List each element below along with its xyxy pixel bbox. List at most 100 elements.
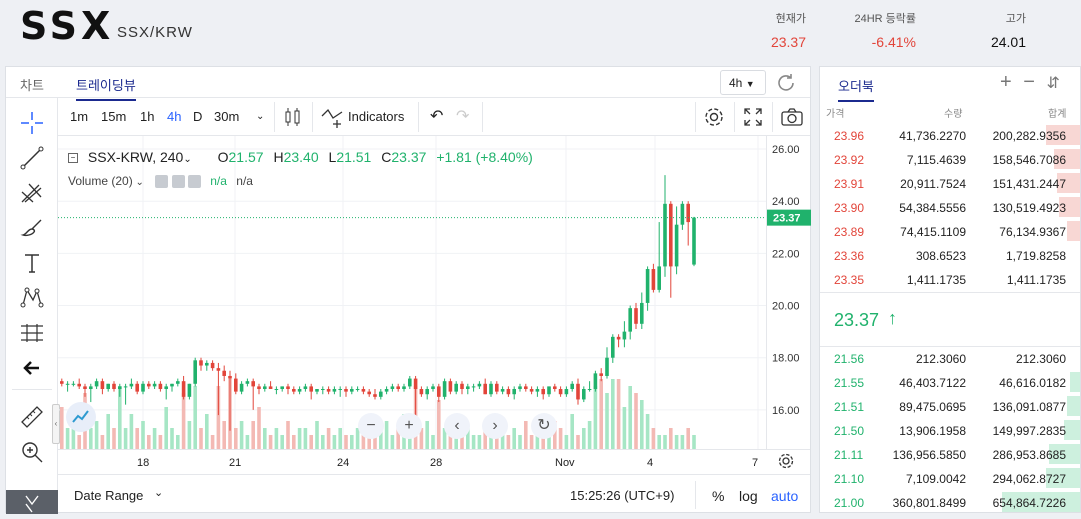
- orderbook-row[interactable]: 23.36 308.6523 1,719.8258: [820, 243, 1080, 267]
- chart-style-icon[interactable]: −: [68, 153, 78, 164]
- volume-bar: [129, 414, 134, 449]
- orderbook-row[interactable]: 21.00 360,801.8499 654,864.7226: [820, 490, 1080, 514]
- tab-chart[interactable]: 차트: [20, 78, 44, 93]
- interval-d[interactable]: D: [193, 109, 203, 124]
- volume-bar: [500, 428, 505, 449]
- auto-toggle[interactable]: auto: [771, 488, 799, 504]
- candlestick-chart[interactable]: [58, 136, 766, 449]
- price-axis[interactable]: 26.00 24.00 22.00 20.00 18.00 16.00 23.37: [766, 136, 811, 449]
- volume-bar: [558, 428, 563, 449]
- orderbook-row[interactable]: 23.35 1,411.1735 1,411.1735: [820, 267, 1080, 291]
- order-qty: 54,384.5556: [899, 201, 966, 215]
- chevron-down-icon[interactable]: ⌄: [132, 177, 144, 188]
- interval-1h[interactable]: 1h: [140, 109, 155, 124]
- scroll-left-button[interactable]: ‹: [444, 413, 470, 439]
- pitchfork-icon[interactable]: [19, 180, 45, 206]
- volume-bar: [303, 428, 308, 449]
- orderbook-title[interactable]: 오더북: [838, 76, 874, 102]
- plus-icon[interactable]: +: [1000, 71, 1012, 93]
- order-total: 1,719.8258: [1005, 249, 1066, 263]
- percent-toggle[interactable]: %: [712, 488, 725, 504]
- chevron-down-icon[interactable]: ⌄: [256, 111, 265, 122]
- candle-body: [129, 383, 134, 387]
- volume-bar: [210, 435, 215, 449]
- candle-body: [239, 383, 244, 392]
- text-tool-icon[interactable]: [19, 250, 45, 276]
- volume-bar: [442, 428, 447, 449]
- orderbook-row[interactable]: 23.96 41,736.2270 200,282.9356: [820, 123, 1080, 147]
- hide-tools-icon[interactable]: [6, 490, 58, 514]
- legend-open: 21.57: [228, 149, 264, 165]
- order-qty: 360,801.8499: [892, 496, 966, 510]
- trendline-icon[interactable]: [19, 145, 45, 171]
- volume-label[interactable]: Volume (20): [68, 174, 133, 188]
- chevron-down-icon[interactable]: ⌄: [183, 154, 192, 165]
- current-price-tag: [767, 209, 811, 226]
- orderbook-row[interactable]: 23.92 7,115.4639 158,546.7086: [820, 147, 1080, 171]
- candle-body: [135, 383, 139, 392]
- interval-1m[interactable]: 1m: [70, 109, 89, 124]
- camera-icon[interactable]: [780, 106, 804, 128]
- orderbook-row[interactable]: 21.10 7,109.0042 294,062.8727: [820, 466, 1080, 490]
- candle-body: [645, 269, 650, 303]
- settings-icon[interactable]: [703, 106, 725, 128]
- pattern-icon[interactable]: [19, 285, 45, 311]
- tab-tradingview[interactable]: 트레이딩뷰: [76, 75, 136, 101]
- interval-30m[interactable]: 30m: [214, 109, 240, 124]
- eye-icon[interactable]: [155, 175, 169, 189]
- crosshair-icon[interactable]: [19, 110, 45, 136]
- chevron-down-icon[interactable]: ⌄: [154, 487, 164, 499]
- ruler-icon[interactable]: [19, 404, 45, 430]
- orderbook-row[interactable]: 21.11 136,956.5850 286,953.8685: [820, 442, 1080, 466]
- gear-icon[interactable]: [171, 175, 185, 189]
- minus-icon[interactable]: −: [1023, 71, 1035, 93]
- orderbook-row[interactable]: 21.50 13,906.1958 149,997.2835: [820, 418, 1080, 442]
- price-tick: 26.00: [772, 144, 800, 156]
- merge-icon[interactable]: ⇵: [1046, 75, 1060, 92]
- orderbook-row[interactable]: 23.90 54,384.5556 130,519.4923: [820, 195, 1080, 219]
- date-range-button[interactable]: Date Range: [74, 488, 144, 503]
- order-qty: 46,403.7122: [899, 376, 966, 390]
- high-stat: 고가 24.01: [980, 10, 1026, 50]
- legend-symbol[interactable]: SSX-KRW, 240: [87, 149, 184, 165]
- reload-icon[interactable]: [776, 72, 796, 92]
- redo-icon[interactable]: ↷: [456, 108, 470, 125]
- chart-panel: 차트 트레이딩뷰 4h ▼: [5, 66, 811, 514]
- interval-select[interactable]: 4h ▼: [720, 70, 766, 95]
- zoom-out-button[interactable]: −: [358, 413, 384, 439]
- candle-body: [506, 389, 511, 395]
- candle-body: [471, 386, 476, 388]
- price-chart[interactable]: [58, 136, 766, 449]
- time-axis[interactable]: 18 21 24 28 Nov 4 7: [58, 449, 810, 474]
- orderbook-row[interactable]: 21.56 212.3060 212.3060: [820, 346, 1080, 370]
- reset-chart-button[interactable]: ↻: [531, 413, 557, 439]
- tradingview-logo-icon[interactable]: [66, 402, 96, 432]
- undo-icon[interactable]: ↶: [430, 108, 444, 125]
- depth-bar: [1002, 492, 1080, 512]
- candle-body: [576, 383, 580, 400]
- collapse-handle-icon[interactable]: ‹: [52, 404, 60, 444]
- orderbook-row[interactable]: 23.89 74,415.1109 76,134.9367: [820, 219, 1080, 243]
- candle-body: [489, 383, 493, 395]
- interval-15m[interactable]: 15m: [101, 109, 127, 124]
- orderbook-row[interactable]: 21.51 89,475.0695 136,091.0877: [820, 394, 1080, 418]
- order-total: 130,519.4923: [992, 201, 1066, 215]
- brush-icon[interactable]: [19, 215, 45, 241]
- close-icon[interactable]: [187, 175, 201, 189]
- indicators-icon[interactable]: [320, 106, 344, 128]
- gear-icon[interactable]: [777, 452, 795, 470]
- prediction-tool-icon[interactable]: [19, 320, 45, 346]
- orderbook-row[interactable]: 21.55 46,403.7122 46,616.0182: [820, 370, 1080, 394]
- candle-style-icon[interactable]: [282, 106, 304, 128]
- candle-body: [593, 373, 598, 390]
- log-toggle[interactable]: log: [739, 488, 758, 504]
- candle-body: [541, 389, 545, 395]
- zoom-in-button[interactable]: +: [396, 413, 422, 439]
- interval-4h[interactable]: 4h: [167, 109, 182, 124]
- back-arrow-icon[interactable]: [19, 355, 45, 381]
- orderbook-row[interactable]: 23.91 20,911.7524 151,431.2447: [820, 171, 1080, 195]
- scroll-right-button[interactable]: ›: [482, 413, 508, 439]
- fullscreen-icon[interactable]: [742, 106, 764, 128]
- zoom-in-icon[interactable]: [19, 439, 45, 465]
- indicators-button[interactable]: Indicators: [348, 109, 405, 124]
